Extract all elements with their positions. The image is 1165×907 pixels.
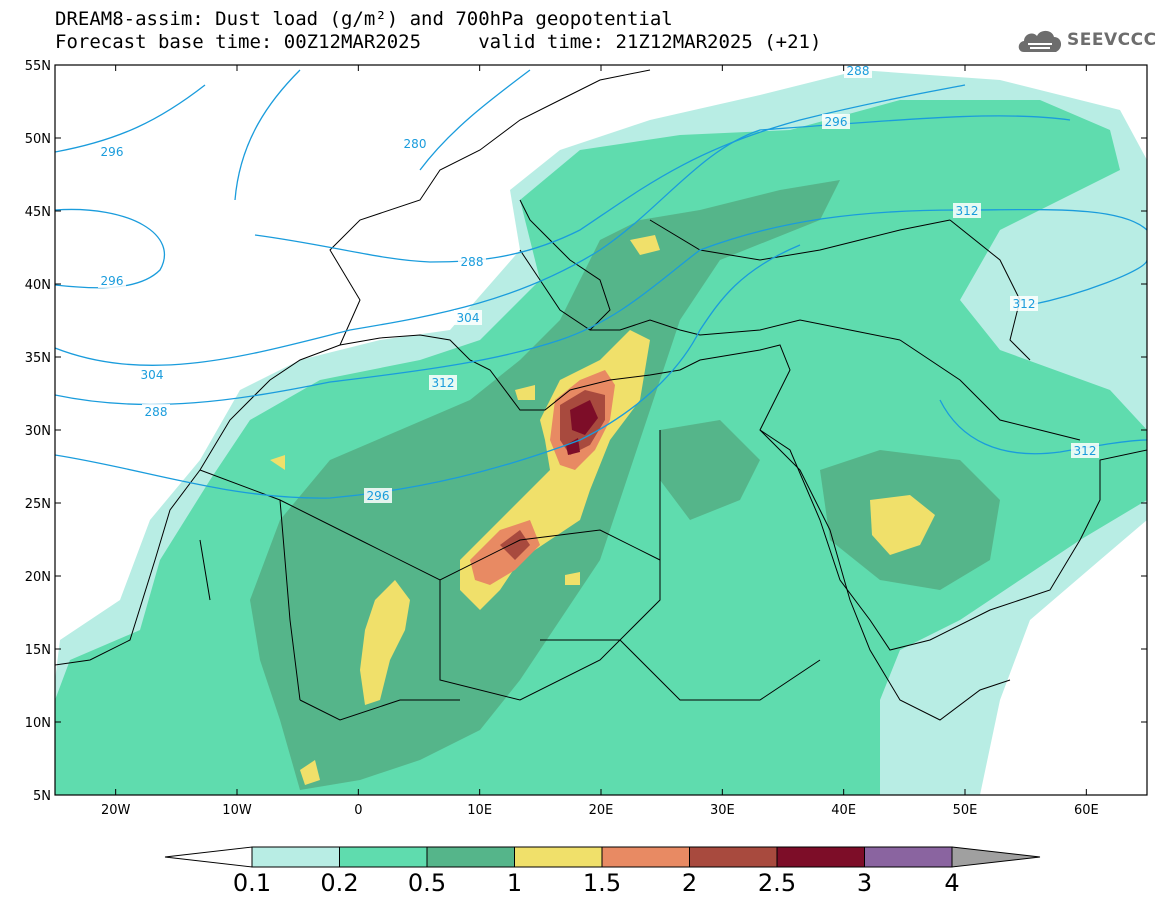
contour-label: 296 (825, 115, 848, 129)
y-tick-label: 30N (25, 424, 51, 439)
x-tick-label: 60E (1074, 803, 1099, 818)
contour-label-bg (1010, 296, 1038, 311)
y-tick-label: 10N (25, 716, 51, 731)
contour-label: 312 (1074, 444, 1097, 458)
y-tick-label: 5N (33, 789, 51, 804)
cloud-icon (1018, 30, 1062, 52)
y-tick-label: 45N (25, 205, 51, 220)
contour-label: 288 (145, 405, 168, 419)
map-title: DREAM8-assim: Dust load (g/m²) and 700hP… (55, 8, 673, 30)
contour-label-bg (429, 375, 457, 390)
colorbar-label: 1 (506, 869, 523, 897)
geopotential-contours (55, 69, 1147, 499)
contour-labels: 296 288 280 288 296 296 304 304 312 288 296 312 312 3… (98, 63, 1099, 503)
map-axes: 20W 10W 0 10E 20E 30E 40E 50E 60E 55N 50N 45N 40N 35N… (25, 59, 1147, 818)
y-tick-label: 25N (25, 497, 51, 512)
y-tick-label: 55N (25, 59, 51, 74)
contour-label: 288 (847, 64, 870, 78)
contour-label-bg (142, 404, 170, 419)
contour-label: 312 (1013, 297, 1036, 311)
contour-label-bg (458, 254, 486, 269)
x-tick-label: 0 (354, 803, 362, 818)
seevccc-logo: SEEVCCC (1016, 26, 1156, 56)
coastlines (55, 69, 1147, 721)
contour-label: 304 (141, 368, 164, 382)
contour-label: 296 (367, 489, 390, 503)
x-tick-label: 20W (101, 803, 131, 818)
contour-label: 296 (101, 145, 124, 159)
colorbar-label: 4 (944, 869, 960, 897)
contour-label-bg (844, 63, 872, 78)
contour-label: 304 (457, 311, 480, 325)
y-tick-label: 15N (25, 643, 51, 658)
contour-label-bg (364, 488, 392, 503)
contour-label-bg (454, 310, 482, 325)
contour-label: 296 (101, 274, 124, 288)
colorbar-label: 0.1 (232, 869, 272, 897)
colorbar-label: 0.5 (407, 869, 447, 897)
colorbar-label: 0.2 (320, 869, 359, 897)
contour-label-bg (401, 136, 429, 151)
colorbar-label: 2.5 (757, 869, 797, 897)
contour-label-bg (98, 273, 126, 288)
y-tick-label: 35N (25, 351, 51, 366)
map-subtitle: Forecast base time: 00Z12MAR2025 valid t… (55, 31, 822, 53)
logo-text: SEEVCCC (1067, 30, 1157, 50)
contour-label-bg (953, 203, 981, 218)
contour-label: 312 (956, 204, 979, 218)
y-tick-label: 50N (25, 132, 51, 147)
colorbar-label: 1.5 (582, 869, 622, 897)
x-tick-label: 40E (831, 803, 856, 818)
contour-label: 288 (461, 255, 484, 269)
contour-label-bg (98, 144, 126, 159)
y-tick-label: 40N (25, 278, 51, 293)
contour-label-bg (138, 367, 166, 382)
contour-label-bg (1071, 443, 1099, 458)
contour-label: 280 (404, 137, 427, 151)
contour-label-bg (822, 114, 850, 129)
colorbar-label: 2 (681, 869, 698, 897)
colorbar-label: 3 (856, 869, 873, 897)
x-tick-label: 50E (953, 803, 978, 818)
dust-load-field (55, 70, 1147, 795)
x-tick-label: 10W (222, 803, 252, 818)
x-tick-label: 30E (710, 803, 735, 818)
x-tick-label: 20E (589, 803, 614, 818)
x-tick-label: 10E (467, 803, 492, 818)
y-tick-label: 20N (25, 570, 51, 585)
contour-label: 312 (432, 376, 455, 390)
